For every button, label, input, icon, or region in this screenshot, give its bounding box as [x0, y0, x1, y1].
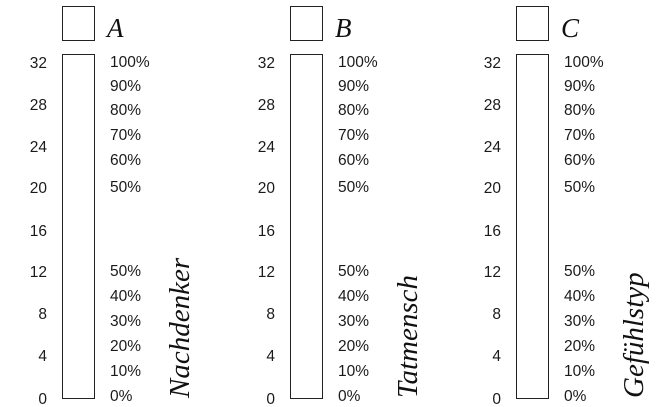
scale-value: 32 — [484, 55, 501, 72]
upper-percent-label: 50% — [338, 179, 369, 196]
scale-value: 4 — [492, 348, 501, 365]
lower-percent-label: 40% — [564, 288, 595, 305]
panel-letter: C — [561, 13, 580, 43]
scale-value: 24 — [30, 139, 48, 156]
lower-percent-label: 20% — [564, 338, 595, 355]
scale-value: 4 — [38, 348, 47, 365]
panel-letter: A — [105, 13, 124, 43]
upper-percent-label: 70% — [338, 127, 369, 144]
scale-value: 16 — [30, 223, 47, 240]
upper-percent-label: 80% — [338, 102, 369, 119]
lower-percent-label: 40% — [338, 288, 369, 305]
lower-percent-label: 0% — [564, 388, 587, 405]
scale-value: 28 — [30, 97, 47, 114]
upper-percent-label: 70% — [110, 127, 141, 144]
scale-value: 24 — [258, 139, 276, 156]
type-label: Nachdenker — [164, 257, 196, 399]
scale-value: 20 — [30, 180, 48, 197]
scale-value: 32 — [258, 55, 275, 72]
scale-value: 12 — [258, 264, 275, 281]
panel-c: C 32 28 24 20 16 12 8 4 0 100% 90% 80% 70% 60% 50% 50% 40… — [484, 6, 650, 407]
lower-percent-label: 30% — [110, 313, 141, 330]
upper-percent-label: 80% — [564, 102, 595, 119]
upper-percent-label: 70% — [564, 127, 595, 144]
upper-percent-label: 90% — [564, 78, 595, 95]
scale-value: 16 — [258, 223, 275, 240]
lower-percent-label: 0% — [110, 388, 133, 405]
scale-value: 28 — [258, 97, 275, 114]
upper-percent-label: 60% — [110, 152, 141, 169]
lower-percent-label: 20% — [338, 338, 369, 355]
lower-percent-label: 50% — [338, 263, 369, 280]
scale-value: 20 — [258, 180, 276, 197]
scale-value: 4 — [266, 348, 275, 365]
scale-value: 28 — [484, 97, 501, 114]
score-bar[interactable] — [516, 54, 549, 399]
lower-percent-label: 50% — [564, 263, 595, 280]
upper-percent-label: 80% — [110, 102, 141, 119]
scale-value: 32 — [30, 55, 47, 72]
lower-percent-label: 40% — [110, 288, 141, 305]
lower-percent-label: 10% — [338, 363, 369, 380]
upper-percent-label: 60% — [564, 152, 595, 169]
score-bar[interactable] — [62, 54, 95, 399]
upper-percent-label: 50% — [564, 179, 595, 196]
scale-value: 8 — [266, 306, 275, 323]
panel-letter: B — [335, 13, 352, 43]
scale-value: 24 — [484, 139, 502, 156]
score-entry-box[interactable] — [290, 6, 323, 41]
upper-percent-label: 90% — [338, 78, 369, 95]
scale-value: 8 — [38, 306, 47, 323]
lower-percent-label: 30% — [564, 313, 595, 330]
upper-percent-label: 50% — [110, 179, 141, 196]
scale-value: 16 — [484, 223, 501, 240]
scale-value: 0 — [38, 391, 47, 407]
scale-value: 0 — [492, 391, 501, 407]
lower-percent-label: 10% — [110, 363, 141, 380]
panel-b: B 32 28 24 20 16 12 8 4 0 100% 90% 80% 70% 60% 50% 50% 40… — [258, 6, 424, 407]
upper-percent-label: 60% — [338, 152, 369, 169]
upper-percent-label: 100% — [338, 54, 378, 71]
scale-value: 12 — [30, 264, 47, 281]
upper-percent-label: 100% — [564, 54, 604, 71]
scale-value: 0 — [266, 391, 275, 407]
lower-percent-label: 10% — [564, 363, 595, 380]
score-entry-box[interactable] — [516, 6, 549, 41]
type-label: Gefühlstyp — [618, 272, 650, 398]
scale-value: 12 — [484, 264, 501, 281]
lower-percent-label: 20% — [110, 338, 141, 355]
lower-percent-label: 30% — [338, 313, 369, 330]
panel-a: A 32 28 24 20 16 12 8 4 0 100% 90% 80% 70% 60% 50% 50% 40… — [30, 6, 196, 407]
type-label: Tatmensch — [392, 275, 424, 398]
lower-percent-label: 50% — [110, 263, 141, 280]
score-entry-box[interactable] — [62, 6, 95, 41]
upper-percent-label: 100% — [110, 54, 150, 71]
scale-value: 8 — [492, 306, 501, 323]
scale-value: 20 — [484, 180, 502, 197]
upper-percent-label: 90% — [110, 78, 141, 95]
score-bar[interactable] — [290, 54, 323, 399]
lower-percent-label: 0% — [338, 388, 361, 405]
